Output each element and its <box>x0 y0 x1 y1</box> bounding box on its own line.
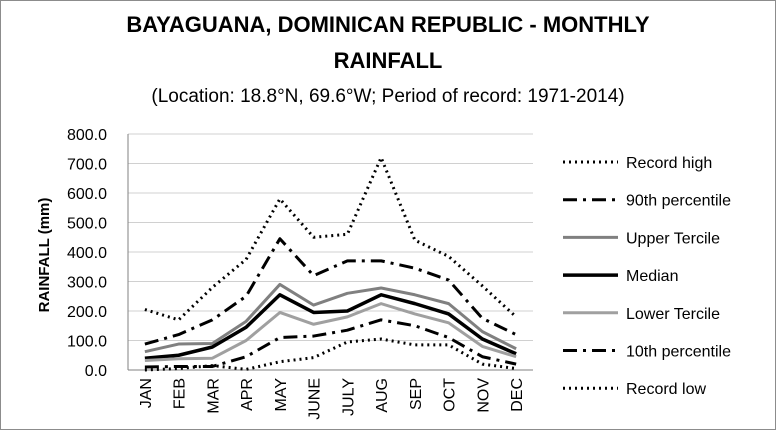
series-line-lower-tercile <box>144 302 517 363</box>
y-tick-label: 800.0 <box>67 127 107 144</box>
y-tick-label: 100.0 <box>67 334 107 351</box>
x-tick-label: MAR <box>205 378 222 414</box>
x-tick-label: OCT <box>442 378 459 412</box>
series-line-90th-percentile <box>144 237 517 346</box>
y-tick-label: 200.0 <box>67 304 107 321</box>
chart-title-line-2: RAINFALL <box>334 48 443 73</box>
x-tick-label: FEB <box>172 378 189 409</box>
legend-label: Record low <box>626 381 706 398</box>
x-tick-label: AUG <box>374 378 391 413</box>
y-tick-label: 400.0 <box>67 245 107 262</box>
x-tick-label: APR <box>239 378 256 411</box>
legend-label: Lower Tercile <box>626 306 720 323</box>
legend-label: Record high <box>626 155 712 172</box>
series-line-median <box>144 293 517 360</box>
x-tick-labels: JAN FEB MAR APR MAY JUNE JULY AUG SEP OCT NOV DEC <box>138 378 526 420</box>
y-tick-label: 500.0 <box>67 216 107 233</box>
y-tick-label: 700.0 <box>67 157 107 174</box>
series-line-upper-tercile <box>144 282 517 354</box>
x-tick-label: SEP <box>408 378 425 410</box>
y-axis-title: RAINFALL (mm) <box>36 198 53 313</box>
series-lines <box>144 156 518 372</box>
legend: Record high 90th percentile Upper Tercile M… <box>563 155 731 398</box>
gridlines <box>127 133 533 371</box>
x-tick-label: JAN <box>138 378 155 408</box>
series-line-record-high <box>144 156 518 322</box>
x-tick-label: JUNE <box>307 378 324 420</box>
y-tick-label: 300.0 <box>67 275 107 292</box>
x-tick-label: NOV <box>475 378 492 413</box>
legend-label: Median <box>626 268 678 285</box>
x-tick-label: MAY <box>273 378 290 412</box>
x-tick-label: JULY <box>340 378 357 416</box>
y-tick-label: 600.0 <box>67 186 107 203</box>
legend-label: 90th percentile <box>626 193 731 210</box>
chart-title-line-1: BAYAGUANA, DOMINICAN REPUBLIC - MONTHLY <box>126 12 649 37</box>
y-tick-label: 0.0 <box>85 363 107 380</box>
legend-label: Upper Tercile <box>626 230 720 247</box>
chart-subtitle: (Location: 18.8°N, 69.6°W; Period of rec… <box>151 86 624 107</box>
y-tick-labels: 0.0 100.0 200.0 300.0 400.0 500.0 600.0 700.0 80… <box>67 127 107 380</box>
legend-label: 10th percentile <box>626 344 731 361</box>
x-tick-label: DEC <box>509 378 526 412</box>
